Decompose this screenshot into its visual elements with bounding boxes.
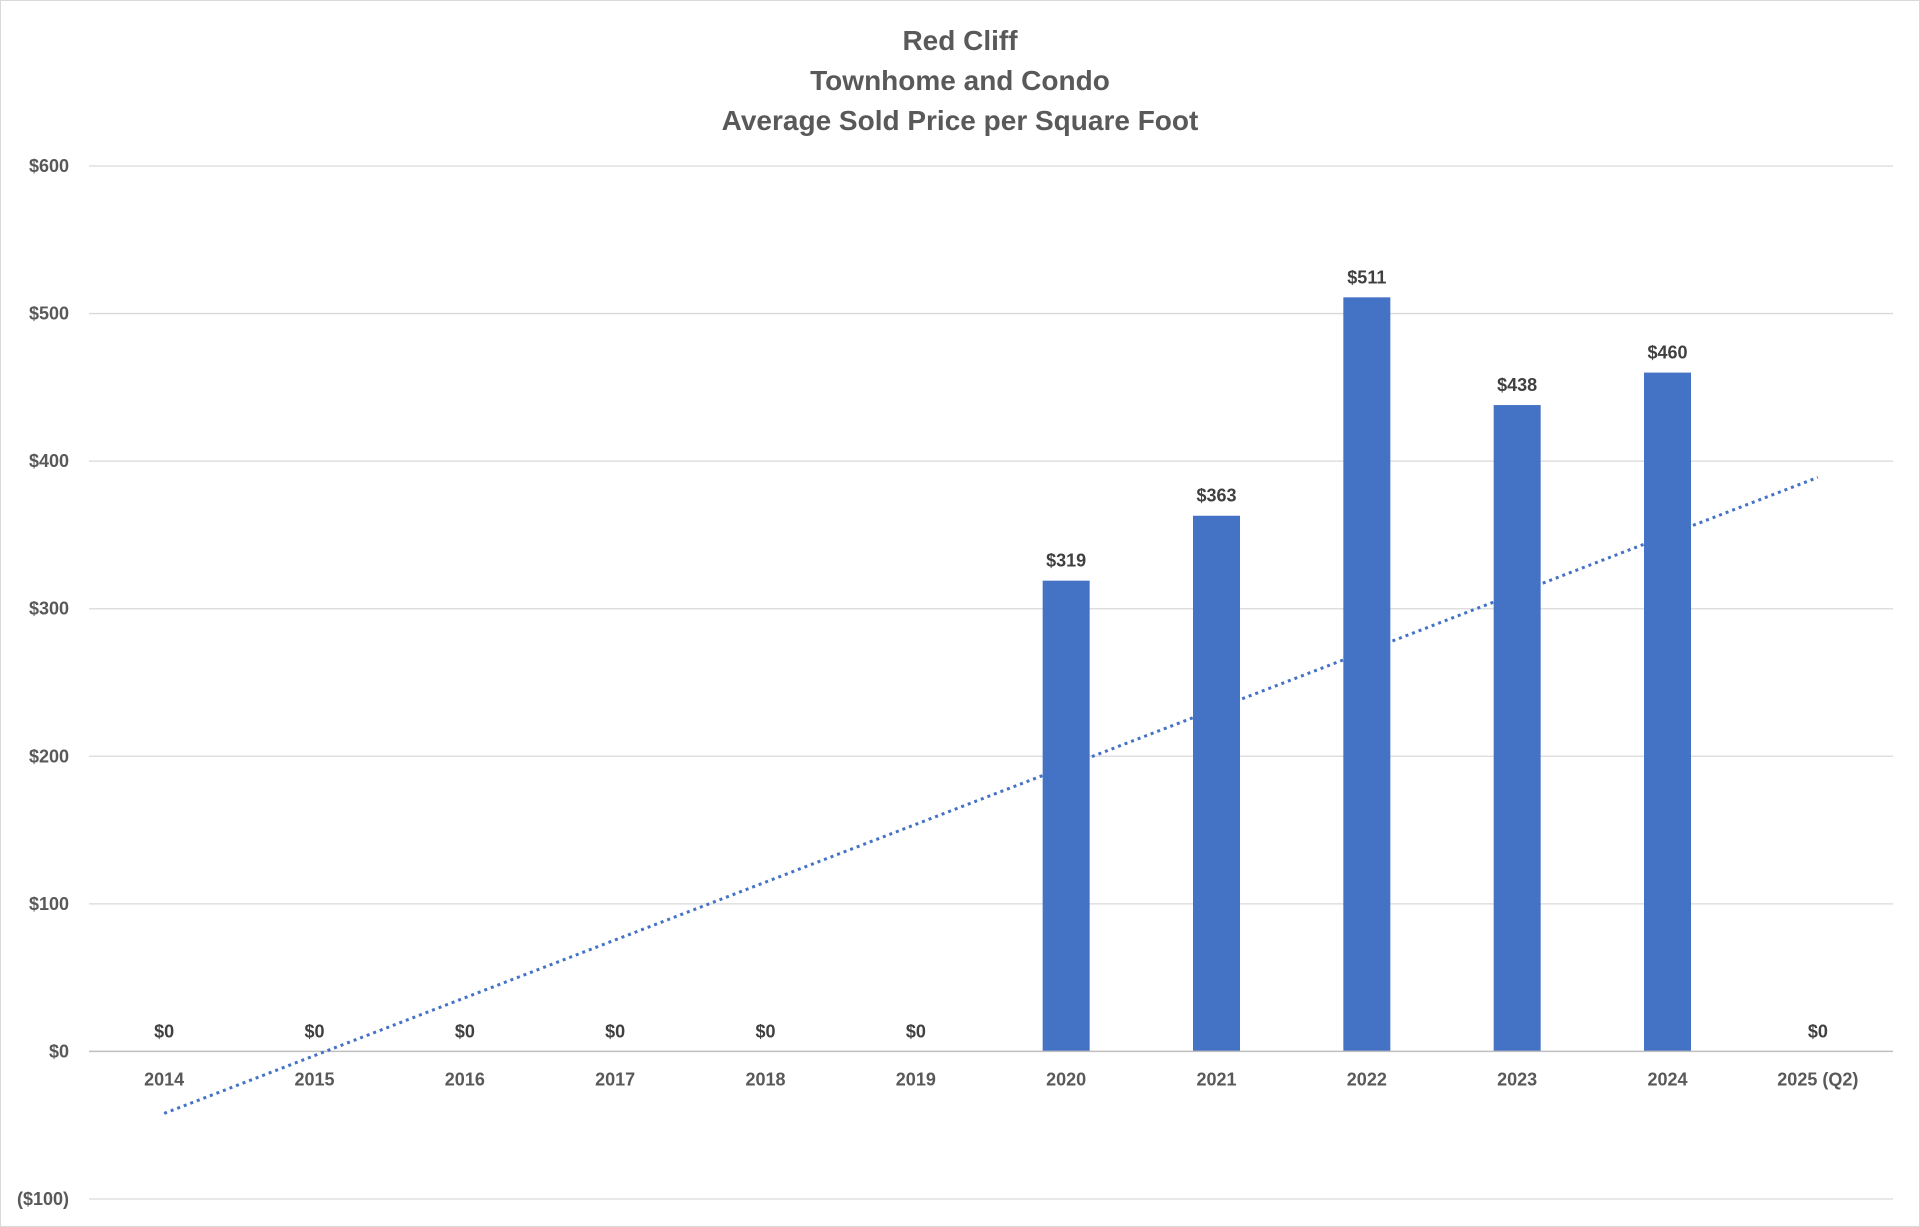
- data-label: $0: [755, 1021, 775, 1041]
- trendline-line: [163, 475, 1819, 1115]
- y-tick-label: $400: [29, 451, 69, 471]
- x-tick-label: 2017: [595, 1069, 635, 1089]
- data-label: $319: [1046, 551, 1086, 571]
- bar: [1493, 405, 1541, 1052]
- data-label: $0: [304, 1021, 324, 1041]
- bar: [1343, 297, 1391, 1052]
- x-tick-label: 2015: [294, 1069, 334, 1089]
- x-tick-label: 2023: [1497, 1069, 1537, 1089]
- x-axis-tick-labels: 2014 2015 2016 2017 2018 2019 2020 2021 2022 2023…: [144, 1069, 1858, 1089]
- y-tick-label: $200: [29, 746, 69, 766]
- data-label: $438: [1497, 375, 1537, 395]
- x-tick-label: 2016: [445, 1069, 485, 1089]
- y-tick-label: ($100): [17, 1189, 69, 1209]
- chart-title-line-3: Average Sold Price per Square Foot: [722, 105, 1199, 136]
- x-tick-label: 2025 (Q2): [1777, 1069, 1858, 1089]
- data-label: $511: [1347, 267, 1386, 287]
- chart-title: Red Cliff Townhome and Condo Average Sol…: [722, 25, 1199, 136]
- trendline: [163, 475, 1819, 1115]
- y-tick-label: $100: [29, 894, 69, 914]
- x-tick-label: 2020: [1046, 1069, 1086, 1089]
- bar: [1644, 372, 1691, 1052]
- x-tick-label: 2019: [896, 1069, 936, 1089]
- bar: [1042, 580, 1090, 1052]
- x-tick-label: 2024: [1647, 1069, 1687, 1089]
- data-label: $0: [154, 1021, 174, 1041]
- data-label: $460: [1647, 343, 1687, 363]
- chart-title-line-2: Townhome and Condo: [810, 65, 1110, 96]
- data-label: $0: [906, 1021, 926, 1041]
- x-tick-label: 2018: [745, 1069, 785, 1089]
- y-tick-label: $300: [29, 599, 69, 619]
- bar: [1193, 515, 1240, 1052]
- y-tick-label: $500: [29, 304, 69, 324]
- x-tick-label: 2014: [144, 1069, 184, 1089]
- y-axis-tick-labels: ($100) $0 $100 $200 $300 $400 $500 $600: [17, 156, 69, 1209]
- x-tick-label: 2022: [1347, 1069, 1387, 1089]
- x-tick-label: 2021: [1196, 1069, 1236, 1089]
- data-label: $363: [1196, 486, 1236, 506]
- data-label: $0: [455, 1021, 475, 1041]
- data-labels: $0 $0 $0 $0 $0 $0 $319 $363 $511 $438 $460 $0: [154, 267, 1828, 1041]
- bars: [1042, 297, 1691, 1052]
- gridlines: [89, 165, 1893, 1200]
- y-tick-label: $0: [49, 1041, 69, 1061]
- y-tick-label: $600: [29, 156, 69, 176]
- data-label: $0: [605, 1021, 625, 1041]
- chart-title-line-1: Red Cliff: [902, 25, 1018, 56]
- data-label: $0: [1808, 1021, 1828, 1041]
